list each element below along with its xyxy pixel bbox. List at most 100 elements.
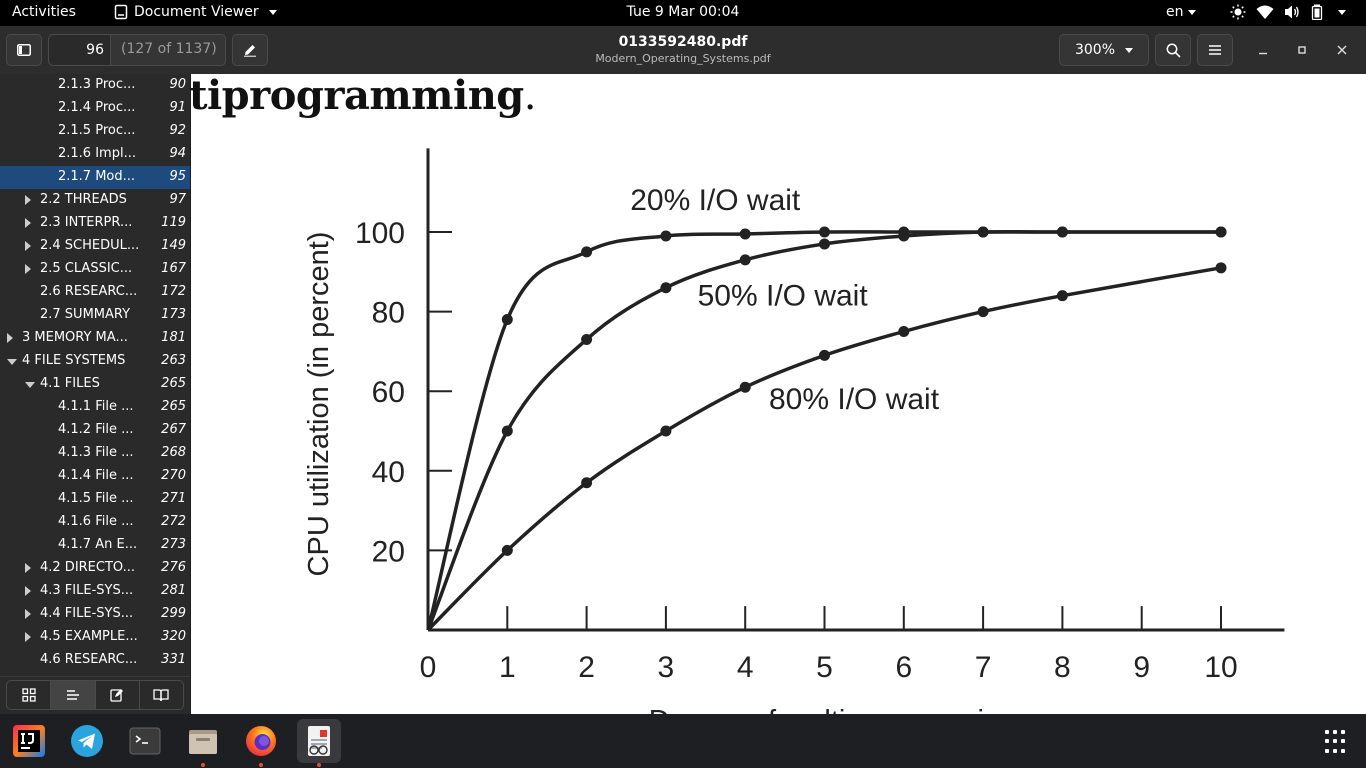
outline-item[interactable]: 2.1.7 Mod... 95 [0,166,190,189]
outline-item[interactable]: 2.7 SUMMARY 173 [0,304,190,327]
app-menu[interactable]: Document Viewer [114,4,277,20]
outline-item-label: 4.1.6 File ... [58,514,134,529]
language-indicator[interactable]: en [1166,4,1196,20]
x-tick-label: 1 [499,651,516,684]
maximize-icon [1298,46,1306,54]
outline-item[interactable]: 2.4 SCHEDUL... 149 [0,235,190,258]
outline-item[interactable]: 2.2 THREADS 97 [0,189,190,212]
battery-icon [1311,4,1323,20]
outline-item[interactable]: 4.1.1 File ... 265 [0,396,190,419]
pencil-icon [244,45,256,57]
x-tick-label: 10 [1204,651,1237,684]
outline-item-label: 2.1.3 Proc... [58,77,136,92]
data-point [501,544,513,556]
section-heading-text: tiprogramming [191,74,524,119]
expand-arrow-icon[interactable] [25,241,31,251]
dock-item[interactable] [297,719,341,767]
thumbnails-tab[interactable] [7,681,52,709]
clock[interactable]: Tue 9 Mar 00:04 [626,4,740,20]
x-tick-label: 5 [816,651,833,684]
dock-item[interactable] [65,719,109,763]
bookmarks-tab[interactable] [140,681,183,709]
dock-item[interactable] [7,719,51,763]
expand-arrow-icon[interactable] [25,264,31,274]
activities-button[interactable]: Activities [12,4,76,20]
expand-arrow-icon[interactable] [25,218,31,228]
maximize-button[interactable] [1292,40,1312,60]
minimize-button[interactable] [1253,40,1273,60]
outline-item-label: 4.4 FILE-SYS... [40,606,134,621]
outline-item-page: 270 [161,468,186,483]
document-page-view[interactable]: tiprogramming. 0 1 2 3 4 5 6 7 8 9 10 20 40 60 80 100 CP… [191,74,1366,714]
outline-item-label: 4.3 FILE-SYS... [40,583,134,598]
expand-arrow-icon[interactable] [25,632,31,642]
system-tray[interactable] [1230,4,1346,20]
main-menu-button[interactable] [1197,34,1233,66]
dock [0,714,1366,768]
apps-grid-dot-icon [1333,739,1337,744]
sidebar-toggle-button[interactable] [6,34,42,66]
outline-item[interactable]: 4.1 FILES 265 [0,373,190,396]
close-button[interactable] [1332,40,1352,60]
outline-item[interactable]: 2.6 RESEARC... 172 [0,281,190,304]
annotations-tab[interactable] [96,681,140,709]
x-tick-label: 2 [578,651,595,684]
outline-item[interactable]: 3 MEMORY MA... 181 [0,327,190,350]
expand-arrow-icon[interactable] [7,333,13,343]
minimize-icon [1259,52,1267,55]
outline-item[interactable]: 4.3 FILE-SYS... 281 [0,580,190,603]
collapse-arrow-icon[interactable] [7,359,17,365]
outline-item-page: 97 [169,192,186,207]
page-number-input[interactable] [49,35,111,65]
outline-item[interactable]: 4.1.4 File ... 270 [0,465,190,488]
expand-arrow-icon[interactable] [25,586,31,596]
outline-item[interactable]: 4.4 FILE-SYS... 299 [0,603,190,626]
outline-item[interactable]: 4 FILE SYSTEMS 263 [0,350,190,373]
document-subtitle: Modern_Operating_Systems.pdf [595,52,771,65]
outline-item[interactable]: 4.6 RESEARC... 331 [0,649,190,672]
outline-item-label: 2.2 THREADS [40,192,127,207]
outline-item[interactable]: 4.1.3 File ... 268 [0,442,190,465]
search-button[interactable] [1155,34,1191,66]
outline-item-page: 265 [161,376,186,391]
outline-item[interactable]: 2.3 INTERPR... 119 [0,212,190,235]
outline-item[interactable]: 4.2 DIRECTO... 276 [0,557,190,580]
outline-item-page: 299 [161,606,186,621]
data-point [739,381,751,393]
outline-item[interactable]: 2.1.6 Impl... 94 [0,143,190,166]
data-point [660,230,672,242]
outline-item[interactable]: 4.1.7 An E... 273 [0,534,190,557]
dock-item[interactable] [123,719,167,763]
outline-item[interactable]: 2.5 CLASSIC... 167 [0,258,190,281]
outline-item[interactable]: 4.1.6 File ... 272 [0,511,190,534]
outline-item[interactable]: 4.1.2 File ... 267 [0,419,190,442]
outline-item-label: 4.1.3 File ... [58,445,134,460]
show-apps-button[interactable] [1325,730,1349,754]
outline-item[interactable]: 2.1.4 Proc... 91 [0,97,190,120]
book-icon [153,689,170,702]
annotate-button[interactable] [232,34,268,66]
apps-grid-dot-icon [1325,739,1329,744]
outline-item[interactable]: 2.1.3 Proc... 90 [0,74,190,97]
data-point [819,226,830,238]
zoom-dropdown[interactable]: 300% [1059,34,1149,66]
expand-arrow-icon[interactable] [25,563,31,573]
hamburger-icon [1209,45,1221,55]
outline-item[interactable]: 4.5 EXAMPLE... 320 [0,626,190,649]
dock-item[interactable] [239,719,283,767]
outline-item-page: 91 [169,100,186,115]
outline-item-page: 173 [161,307,186,322]
outline-item-label: 4.1.4 File ... [58,468,134,483]
expand-arrow-icon[interactable] [25,195,31,205]
data-point [977,306,989,318]
expand-arrow-icon[interactable] [25,609,31,619]
dock-item[interactable] [181,719,225,767]
outline-item[interactable]: 2.1.5 Proc... 92 [0,120,190,143]
outline-item[interactable]: 4.1.5 File ... 271 [0,488,190,511]
system-top-bar: Activities Document Viewer Tue 9 Mar 00:… [0,0,1366,26]
outline-item-page: 95 [169,169,186,184]
section-heading-period: . [523,74,537,119]
collapse-arrow-icon[interactable] [25,382,35,388]
y-tick-label: 100 [355,217,405,250]
outline-tab[interactable] [51,681,96,709]
